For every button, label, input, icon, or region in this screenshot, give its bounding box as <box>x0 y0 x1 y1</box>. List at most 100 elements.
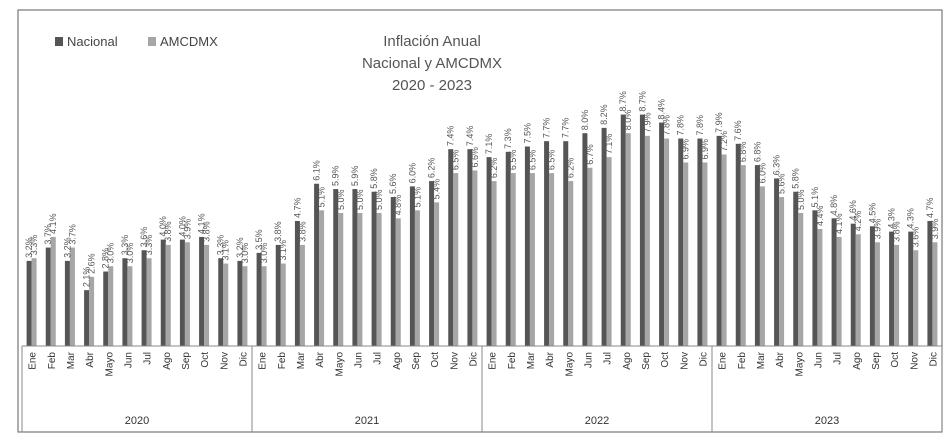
month-label-32: Ago <box>622 352 633 370</box>
month-label-21: Sep <box>411 352 422 370</box>
data-label-nacional-6: 3.3% <box>120 235 130 256</box>
bar-amcdmx-45 <box>874 242 880 346</box>
data-label-nacional-19: 5.8% <box>369 168 379 189</box>
bar-nacional-23 <box>448 149 454 346</box>
bar-nacional-34 <box>659 122 665 346</box>
data-label-amcdmx-29: 6.2% <box>566 158 576 179</box>
month-label-9: Sep <box>181 352 192 370</box>
data-label-nacional-21: 6.0% <box>407 163 417 184</box>
month-label-28: Abr <box>545 351 556 367</box>
bar-nacional-4 <box>84 290 90 346</box>
bar-nacional-48 <box>927 220 933 346</box>
data-label-amcdmx-39: 6.0% <box>757 163 767 184</box>
data-label-nacional-30: 8.0% <box>580 110 590 131</box>
data-label-nacional-41: 5.8% <box>791 168 801 189</box>
data-label-amcdmx-4: 2.6% <box>87 253 97 274</box>
data-label-nacional-38: 7.6% <box>733 120 743 141</box>
data-label-nacional-20: 5.6% <box>388 174 398 195</box>
data-label-nacional-25: 7.1% <box>484 134 494 155</box>
bar-amcdmx-17 <box>338 213 344 346</box>
data-label-nacional-14: 3.8% <box>273 221 283 242</box>
month-label-48: Dic <box>928 352 939 366</box>
data-label-amcdmx-17: 5.0% <box>336 189 346 210</box>
chart-title: Inflación Anual Nacional y AMCDMX 2020 -… <box>362 33 502 94</box>
data-label-amcdmx-16: 5.1% <box>317 187 327 208</box>
bar-amcdmx-15 <box>299 244 305 346</box>
month-label-38: Feb <box>737 352 748 370</box>
data-label-amcdmx-43: 4.1% <box>834 213 844 234</box>
bar-amcdmx-22 <box>434 202 440 346</box>
bar-nacional-1 <box>26 260 32 346</box>
data-label-amcdmx-13: 3.0% <box>259 243 269 264</box>
month-label-17: Mayo <box>334 352 345 377</box>
month-label-12: Dic <box>238 352 249 366</box>
bar-nacional-11 <box>218 258 224 346</box>
data-label-nacional-13: 3.5% <box>254 229 264 250</box>
data-label-amcdmx-21: 5.1% <box>412 187 422 208</box>
year-label-2021: 2021 <box>355 415 379 427</box>
data-label-nacional-1: 3.2% <box>24 237 34 258</box>
bar-nacional-12 <box>237 260 243 346</box>
data-label-nacional-12: 3.2% <box>235 237 245 258</box>
chart-title-line-2: Nacional y AMCDMX <box>362 55 502 72</box>
bar-amcdmx-19 <box>376 213 382 346</box>
bar-nacional-26 <box>505 151 511 346</box>
bar-amcdmx-27 <box>529 173 535 346</box>
data-label-amcdmx-20: 4.8% <box>393 195 403 216</box>
month-label-47: Nov <box>909 352 920 370</box>
bar-nacional-38 <box>735 143 741 346</box>
data-label-amcdmx-40: 5.6% <box>777 174 787 195</box>
bar-nacional-45 <box>869 226 875 346</box>
bar-amcdmx-7 <box>146 258 152 346</box>
data-label-amcdmx-11: 3.1% <box>221 240 231 261</box>
bar-amcdmx-40 <box>779 197 785 346</box>
bar-amcdmx-26 <box>510 173 516 346</box>
data-label-amcdmx-28: 6.5% <box>547 150 557 171</box>
month-label-14: Feb <box>277 352 288 370</box>
chart-title-line-3: 2020 - 2023 <box>392 77 472 94</box>
bar-nacional-37 <box>716 135 722 346</box>
bar-amcdmx-44 <box>855 234 861 346</box>
bar-amcdmx-32 <box>625 133 631 346</box>
data-label-amcdmx-44: 4.2% <box>853 211 863 232</box>
bar-nacional-41 <box>793 191 799 346</box>
bar-amcdmx-31 <box>606 157 612 346</box>
data-label-nacional-10: 4.1% <box>197 213 207 234</box>
bars-layer <box>26 114 938 346</box>
data-label-nacional-29: 7.7% <box>561 118 571 139</box>
data-label-nacional-22: 6.2% <box>427 158 437 179</box>
bar-amcdmx-24 <box>472 170 478 346</box>
bar-nacional-8 <box>160 239 166 346</box>
bar-nacional-2 <box>45 247 51 346</box>
data-label-amcdmx-42: 4.4% <box>815 205 825 226</box>
bar-amcdmx-23 <box>453 173 459 346</box>
bar-amcdmx-34 <box>664 138 670 346</box>
data-label-amcdmx-31: 7.1% <box>604 134 614 155</box>
legend-swatch-nacional <box>55 37 63 46</box>
bar-nacional-39 <box>754 165 760 346</box>
data-label-amcdmx-19: 5.0% <box>374 189 384 210</box>
month-label-13: Ene <box>258 352 269 370</box>
data-label-nacional-39: 6.8% <box>752 142 762 163</box>
bar-nacional-16 <box>314 183 320 346</box>
month-label-30: Jun <box>583 352 594 368</box>
bar-nacional-28 <box>544 141 550 346</box>
bar-nacional-25 <box>486 157 492 346</box>
data-label-amcdmx-36: 6.9% <box>700 139 710 160</box>
bar-amcdmx-12 <box>242 266 248 346</box>
month-label-25: Ene <box>488 352 499 370</box>
bar-amcdmx-6 <box>127 266 133 346</box>
data-label-amcdmx-2: 4.1% <box>48 213 58 234</box>
bar-amcdmx-42 <box>817 228 823 346</box>
month-label-35: Nov <box>679 352 690 370</box>
data-label-nacional-28: 7.7% <box>542 118 552 139</box>
chart-border <box>17 9 943 433</box>
data-label-amcdmx-45: 3.9% <box>872 219 882 240</box>
month-label-43: Jul <box>833 352 844 365</box>
data-label-nacional-37: 7.9% <box>714 112 724 133</box>
data-label-nacional-32: 8.7% <box>618 91 628 112</box>
month-label-29: Mayo <box>564 352 575 377</box>
bar-amcdmx-3 <box>69 247 75 346</box>
data-label-nacional-35: 7.8% <box>676 115 686 136</box>
